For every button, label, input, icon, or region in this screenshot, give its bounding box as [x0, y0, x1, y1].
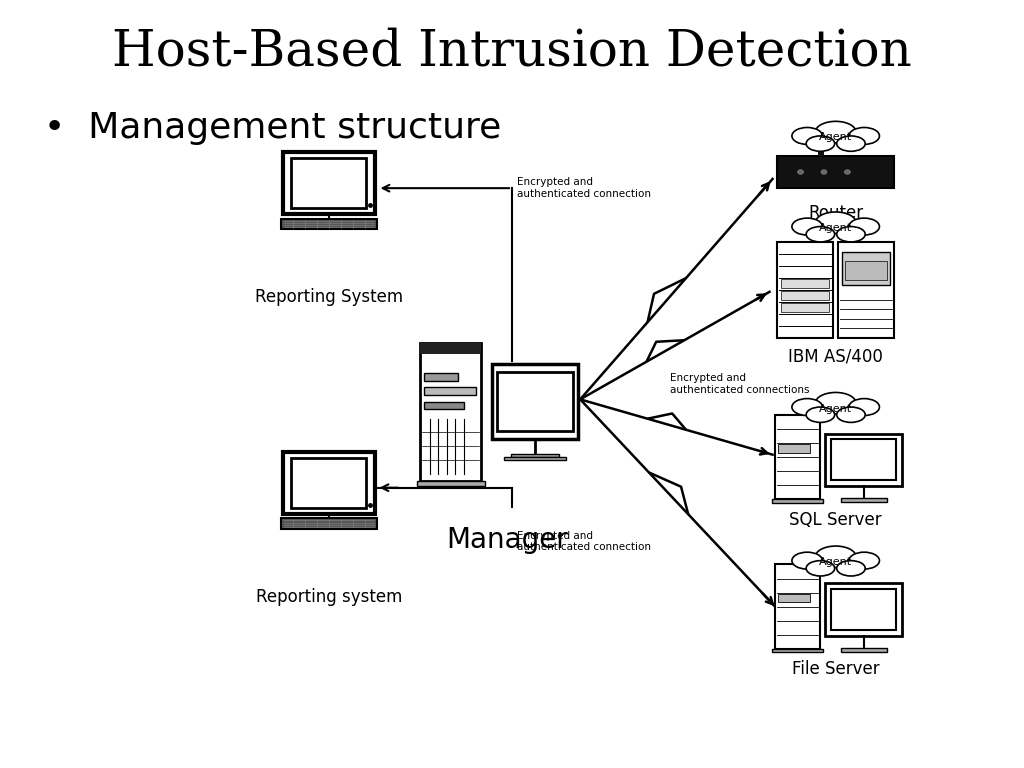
Text: Reporting system: Reporting system [256, 588, 402, 605]
Bar [781, 292, 829, 300]
Ellipse shape [849, 127, 880, 144]
FancyBboxPatch shape [838, 242, 894, 338]
Bar [777, 444, 810, 453]
FancyBboxPatch shape [291, 158, 367, 208]
Bar [425, 387, 476, 395]
Bar [281, 518, 377, 529]
Bar [425, 373, 458, 381]
Bar [771, 649, 823, 652]
FancyBboxPatch shape [774, 415, 820, 499]
Bar [504, 458, 566, 460]
Circle shape [845, 170, 850, 174]
Text: Manager: Manager [446, 526, 567, 554]
Text: IBM AS/400: IBM AS/400 [788, 348, 883, 366]
Text: Agent: Agent [819, 403, 852, 414]
Ellipse shape [792, 127, 822, 144]
Text: Router: Router [808, 204, 863, 221]
Bar [421, 343, 481, 353]
Bar [841, 498, 887, 502]
Bar [281, 219, 377, 230]
FancyBboxPatch shape [283, 452, 375, 514]
FancyBboxPatch shape [421, 343, 481, 481]
Text: Host-Based Intrusion Detection: Host-Based Intrusion Detection [112, 27, 912, 76]
Bar [818, 143, 824, 156]
Bar [781, 280, 829, 289]
FancyBboxPatch shape [825, 584, 902, 636]
Ellipse shape [792, 218, 822, 235]
FancyBboxPatch shape [830, 589, 896, 630]
Bar [842, 252, 890, 285]
Ellipse shape [837, 561, 865, 576]
Text: File Server: File Server [792, 660, 880, 678]
Ellipse shape [806, 407, 835, 422]
Ellipse shape [806, 136, 835, 151]
Text: Reporting System: Reporting System [255, 288, 402, 306]
FancyBboxPatch shape [497, 372, 573, 431]
Bar [771, 499, 823, 502]
FancyBboxPatch shape [774, 564, 820, 649]
Ellipse shape [806, 227, 835, 242]
Bar [511, 453, 559, 458]
Ellipse shape [837, 227, 865, 242]
Ellipse shape [792, 399, 822, 415]
Bar [777, 594, 810, 602]
Circle shape [821, 170, 827, 174]
Ellipse shape [837, 407, 865, 422]
Circle shape [798, 170, 804, 174]
FancyBboxPatch shape [291, 458, 367, 508]
Bar [845, 261, 887, 280]
Text: Agent: Agent [819, 132, 852, 143]
FancyBboxPatch shape [283, 152, 375, 214]
Bar [777, 156, 894, 188]
Text: Encrypted and
authenticated connection: Encrypted and authenticated connection [517, 177, 651, 199]
Ellipse shape [849, 399, 880, 415]
Bar [781, 303, 829, 313]
Text: Agent: Agent [819, 557, 852, 568]
FancyBboxPatch shape [492, 363, 579, 439]
FancyBboxPatch shape [777, 242, 834, 338]
Text: Encrypted and
authenticated connection: Encrypted and authenticated connection [517, 531, 651, 552]
Text: Agent: Agent [819, 223, 852, 233]
Ellipse shape [815, 121, 856, 143]
Ellipse shape [849, 218, 880, 235]
Bar [418, 481, 484, 486]
Ellipse shape [815, 212, 856, 233]
Text: Encrypted and
authenticated connections: Encrypted and authenticated connections [670, 373, 809, 395]
FancyBboxPatch shape [825, 433, 902, 486]
Text: •  Management structure: • Management structure [44, 111, 501, 145]
Bar [425, 402, 464, 409]
Ellipse shape [815, 392, 856, 414]
Ellipse shape [792, 552, 822, 569]
Ellipse shape [806, 561, 835, 576]
Text: SQL Server: SQL Server [790, 511, 882, 528]
Bar [841, 647, 887, 652]
Ellipse shape [815, 546, 856, 568]
Ellipse shape [849, 552, 880, 569]
Ellipse shape [837, 136, 865, 151]
FancyBboxPatch shape [830, 439, 896, 480]
